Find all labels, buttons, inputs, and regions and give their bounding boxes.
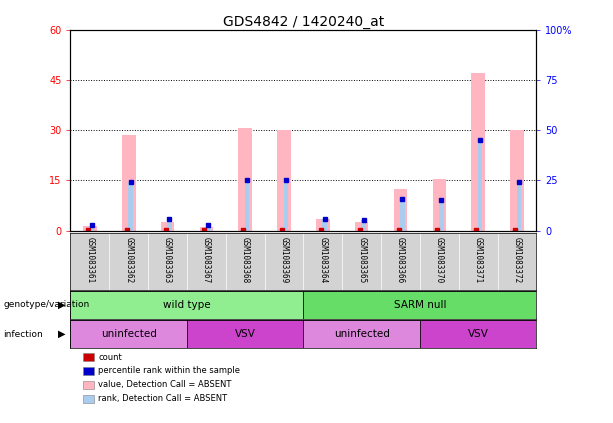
Bar — [478, 140, 482, 231]
Text: count: count — [98, 352, 122, 362]
Text: GSM1083362: GSM1083362 — [124, 237, 133, 283]
Text: ▶: ▶ — [58, 300, 66, 310]
Bar — [167, 219, 172, 231]
Text: GSM1083372: GSM1083372 — [512, 237, 522, 283]
Bar — [245, 180, 249, 231]
Text: GSM1083366: GSM1083366 — [396, 237, 405, 283]
Text: infection: infection — [3, 330, 43, 339]
Bar — [277, 130, 291, 231]
Bar — [89, 225, 94, 231]
Bar — [238, 129, 252, 231]
Bar — [433, 179, 446, 231]
Text: VSV: VSV — [235, 329, 256, 339]
Text: genotype/variation: genotype/variation — [3, 300, 89, 310]
Bar — [303, 320, 420, 348]
Text: VSV: VSV — [468, 329, 489, 339]
Text: uninfected: uninfected — [333, 329, 390, 339]
Text: GSM1083370: GSM1083370 — [435, 237, 444, 283]
Text: GSM1083367: GSM1083367 — [202, 237, 211, 283]
Text: GSM1083361: GSM1083361 — [85, 237, 94, 283]
Text: SARM null: SARM null — [394, 300, 446, 310]
Text: ▶: ▶ — [58, 329, 66, 339]
Text: rank, Detection Call = ABSENT: rank, Detection Call = ABSENT — [98, 394, 227, 404]
Text: wild type: wild type — [163, 300, 211, 310]
Bar — [322, 219, 327, 231]
Bar — [70, 291, 303, 319]
Bar — [206, 225, 211, 231]
Text: GSM1083365: GSM1083365 — [357, 237, 366, 283]
Text: GSM1083364: GSM1083364 — [318, 237, 327, 283]
Bar — [439, 201, 444, 231]
Text: GSM1083371: GSM1083371 — [474, 237, 482, 283]
Bar — [83, 225, 97, 231]
Text: GSM1083368: GSM1083368 — [241, 237, 249, 283]
Bar — [510, 130, 524, 231]
Bar — [200, 227, 213, 231]
Bar — [394, 189, 407, 231]
Bar — [316, 219, 330, 231]
Bar — [284, 180, 288, 231]
Title: GDS4842 / 1420240_at: GDS4842 / 1420240_at — [223, 14, 384, 29]
Bar — [517, 182, 521, 231]
Text: uninfected: uninfected — [101, 329, 157, 339]
Bar — [471, 73, 485, 231]
Text: GSM1083369: GSM1083369 — [280, 237, 289, 283]
Bar — [355, 222, 368, 231]
Bar — [122, 135, 135, 231]
Text: GSM1083363: GSM1083363 — [163, 237, 172, 283]
Bar — [70, 320, 187, 348]
Bar — [128, 182, 133, 231]
Text: value, Detection Call = ABSENT: value, Detection Call = ABSENT — [98, 380, 232, 390]
Bar — [303, 291, 536, 319]
Bar — [420, 320, 536, 348]
Bar — [361, 220, 366, 231]
Bar — [400, 199, 405, 231]
Bar — [187, 320, 303, 348]
Bar — [161, 222, 174, 231]
Text: percentile rank within the sample: percentile rank within the sample — [98, 366, 240, 376]
